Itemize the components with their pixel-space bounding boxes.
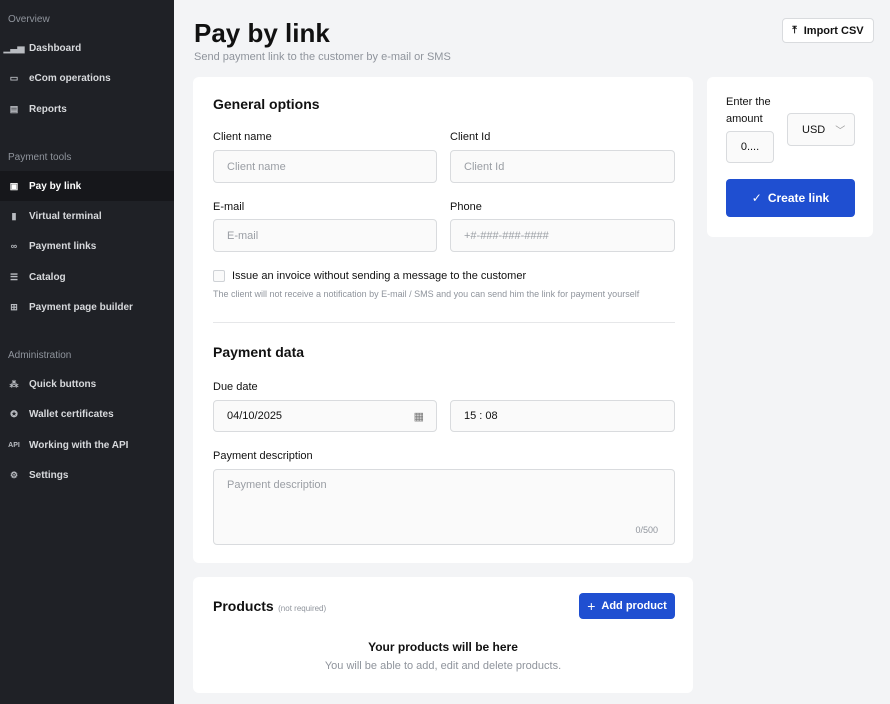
sidebar-item-label: eCom operations: [29, 72, 111, 84]
currency-select[interactable]: USD ﹀: [787, 113, 855, 146]
click-icon: ⁂: [9, 378, 19, 389]
terminal-icon: ▮: [11, 210, 17, 221]
due-date-value: 04/10/2025: [227, 410, 283, 422]
sidebar: Overview Payment tools Administration ▁▃…: [0, 0, 174, 704]
payment-data-title: Payment data: [213, 344, 305, 360]
page-title: Pay by link: [194, 18, 330, 48]
certificate-icon: ✪: [10, 408, 18, 419]
sidebar-item-settings[interactable]: ⚙ Settings: [0, 460, 174, 490]
products-note: (not required): [278, 604, 327, 613]
currency-value: USD: [802, 123, 826, 136]
phone-label: Phone: [450, 201, 482, 213]
list-icon: ☰: [9, 271, 19, 282]
client-id-label: Client Id: [450, 131, 491, 143]
products-title: Products: [213, 598, 274, 614]
sidebar-item-label: Payment page builder: [29, 301, 133, 313]
sidebar-item-payment-links[interactable]: ∞ Payment links: [0, 231, 174, 261]
general-options-title: General options: [213, 96, 320, 112]
sidebar-item-label: Pay by link: [29, 180, 82, 192]
description-textarea[interactable]: Payment description: [213, 469, 675, 545]
no-message-hint: The client will not receive a notificati…: [213, 289, 640, 299]
sidebar-item-label: Reports: [29, 103, 67, 115]
amount-input[interactable]: 0....: [726, 131, 774, 163]
sidebar-item-label: Working with the API: [29, 439, 129, 451]
divider: [213, 322, 675, 323]
sidebar-item-label: Payment links: [29, 240, 97, 252]
sidebar-item-label: Wallet certificates: [29, 408, 114, 420]
sidebar-item-label: Virtual terminal: [29, 210, 102, 222]
sidebar-item-reports[interactable]: ▤ Reports: [0, 94, 174, 124]
general-options-card: General options Client name Client name …: [193, 77, 693, 563]
hour-value: 15: [464, 410, 477, 422]
create-link-label: Create link: [767, 191, 830, 205]
due-time-input[interactable]: 15 : 08: [450, 400, 675, 432]
sidebar-item-label: Quick buttons: [29, 378, 97, 390]
section-administration: Administration: [8, 350, 72, 361]
chevron-down-icon: ﹀: [835, 126, 846, 137]
gear-icon: ⚙: [9, 469, 19, 480]
sidebar-item-catalog[interactable]: ☰ Catalog: [0, 262, 174, 292]
description-counter: 0/500: [635, 525, 658, 535]
sidebar-item-label: Settings: [29, 469, 69, 481]
create-link-button[interactable]: ✓ Create link: [726, 179, 855, 217]
phone-input[interactable]: +#-###-###-####: [450, 219, 675, 252]
add-product-label: Add product: [601, 600, 667, 612]
bar-chart-icon: ▁▃▅: [3, 42, 25, 53]
wallet-icon: ▭: [9, 72, 19, 83]
sidebar-item-dashboard[interactable]: ▁▃▅ Dashboard: [0, 33, 174, 63]
sidebar-item-label: Dashboard: [29, 42, 82, 54]
amount-card: Enter the amount 0.... USD ﹀ ✓ Create link: [707, 77, 873, 237]
client-id-input[interactable]: Client Id: [450, 150, 675, 183]
products-card: Products (not required) + Add product You…: [193, 577, 693, 693]
section-payment-tools: Payment tools: [8, 152, 72, 163]
sidebar-item-pay-by-link[interactable]: ▣ Pay by link: [0, 171, 174, 201]
products-heading: Products (not required): [213, 598, 326, 616]
no-message-checkbox-label: Issue an invoice without sending a messa…: [232, 270, 527, 282]
client-name-input[interactable]: Client name: [213, 150, 437, 183]
sidebar-item-ecom-operations[interactable]: ▭ eCom operations: [0, 63, 174, 93]
products-empty-subtitle: You will be able to add, edit and delete…: [324, 660, 562, 672]
sidebar-item-wallet-certificates[interactable]: ✪ Wallet certificates: [0, 399, 174, 429]
client-name-label: Client name: [213, 131, 272, 143]
grid-plus-icon: ⊞: [10, 301, 18, 312]
sidebar-item-payment-page-builder[interactable]: ⊞ Payment page builder: [0, 292, 174, 322]
api-icon: API: [8, 441, 20, 449]
import-csv-button[interactable]: ⤒ Import CSV: [782, 18, 874, 43]
check-icon: ✓: [751, 191, 762, 205]
invoice-icon: ▣: [9, 180, 19, 191]
add-product-button[interactable]: + Add product: [579, 593, 675, 619]
email-label: E-mail: [213, 201, 245, 213]
no-message-checkbox[interactable]: [213, 270, 225, 282]
page-subtitle: Send payment link to the customer by e-m…: [194, 51, 451, 63]
sidebar-item-virtual-terminal[interactable]: ▮ Virtual terminal: [0, 201, 174, 231]
section-overview: Overview: [8, 14, 50, 25]
minute-value: 08: [485, 410, 498, 422]
calendar-icon: ▦: [413, 410, 424, 423]
plus-icon: +: [587, 598, 596, 614]
due-date-label: Due date: [213, 381, 258, 393]
products-empty-title: Your products will be here: [368, 640, 518, 654]
sidebar-item-api[interactable]: API Working with the API: [0, 430, 174, 460]
upload-icon: ⤒: [792, 25, 797, 36]
description-label: Payment description: [213, 450, 313, 462]
report-icon: ▤: [9, 103, 19, 114]
link-icon: ∞: [10, 241, 18, 251]
due-date-input[interactable]: 04/10/2025 ▦: [213, 400, 437, 432]
sidebar-item-quick-buttons[interactable]: ⁂ Quick buttons: [0, 369, 174, 399]
sidebar-item-label: Catalog: [29, 271, 66, 283]
import-csv-label: Import CSV: [803, 24, 864, 37]
amount-label: Enter the amount: [726, 96, 771, 125]
email-input[interactable]: E-mail: [213, 219, 437, 252]
